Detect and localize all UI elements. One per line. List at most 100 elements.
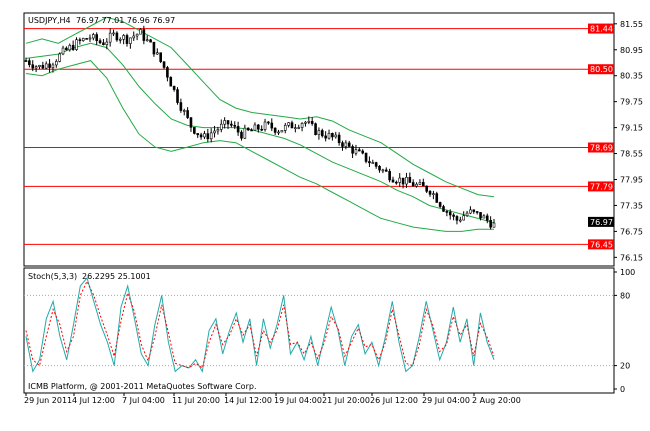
candle [75,37,78,51]
candle [267,121,270,125]
candle [331,132,334,141]
candle [354,144,358,156]
stoch-main-line [25,276,495,373]
candle [304,121,307,127]
candle [344,140,348,150]
candle [176,87,179,105]
candle [71,40,75,51]
candle [310,117,314,126]
candle [257,124,260,133]
stoch-values: 26.2295 25.1001 [82,272,151,281]
candle [327,129,331,140]
candle [85,37,88,40]
candle [425,185,428,194]
level-label-bg-1 [588,64,614,75]
candle [270,118,274,132]
level-label-3: 77.79 [590,182,613,191]
candle [334,131,338,139]
candle [297,124,301,130]
candle [156,48,159,55]
candle [395,180,398,185]
candle [112,29,115,37]
candle [260,125,263,132]
price-tick-label-1: 80.95 [620,46,643,55]
price-tick-label-9: 76.15 [620,253,643,262]
candle [169,76,173,87]
candle [172,85,176,92]
candle [479,212,482,221]
stochastic-panel[interactable] [23,267,615,394]
candle [105,38,109,50]
stoch-tick-label-2: 20 [620,362,630,371]
candle [108,28,112,47]
candle [411,179,415,187]
candle [472,209,476,214]
price-axis: 81.55 80.95 80.35 79.75 79.15 78.55 77.95 77.35… [614,20,643,262]
candle [469,206,472,215]
candle [196,133,200,138]
candle [28,58,31,68]
level-label-bg-0 [588,23,614,34]
candle [51,62,55,73]
candle [199,132,203,140]
candle [213,125,216,138]
time-tick-label-0: 29 Jun 2011 [24,396,72,405]
candle [337,132,341,146]
stoch-title: Stoch(5,3,3) [28,272,77,281]
candle [347,140,351,147]
price-tick-label-0: 81.55 [620,20,643,29]
candle [485,213,489,224]
candle [418,179,422,185]
candle [388,168,391,183]
candle [448,209,452,220]
current-price-label: 76.97 [590,218,613,227]
candle [317,127,321,140]
time-tick-label-9: 2 Aug 20:00 [472,396,521,405]
candle [314,122,317,136]
candle [401,177,405,189]
price-tick-label-5: 78.55 [620,150,643,159]
candle [31,60,35,72]
level-label-2: 78.69 [590,144,613,153]
candle [159,52,162,64]
candle [142,25,146,45]
candle [415,182,418,188]
candle [452,213,455,221]
level-label-bg-4 [588,239,614,250]
candle [277,129,280,136]
candle [300,122,304,132]
candle [358,147,361,152]
candle [398,173,402,188]
candle [378,165,381,173]
candle [233,121,237,129]
level-label-0: 81.44 [590,25,613,34]
candle [166,65,169,82]
ohlc-readout: 76.97 77.01 76.96 76.97 [76,16,175,25]
price-candles [24,25,496,230]
candle [290,120,294,129]
candle [206,128,210,143]
candle [351,144,354,159]
candle [421,178,425,187]
price-tick-label-6: 77.95 [620,176,643,185]
candle [361,149,364,155]
candle [209,128,213,143]
candle [384,167,388,172]
time-tick-label-4: 14 Jul 12:00 [224,396,272,405]
candle [263,118,267,132]
stoch-signal-line [25,280,495,369]
time-tick-label-6: 21 Jul 20:00 [322,396,370,405]
candle [58,52,61,63]
candle [135,33,139,41]
candle [320,128,324,138]
candle [226,120,230,130]
candle [55,59,58,68]
candle [391,176,395,183]
candle [445,209,449,217]
candle [438,201,442,209]
level-label-1: 80.50 [590,65,613,74]
candle [246,127,250,131]
candle [364,152,368,164]
candle [118,37,122,44]
stoch-tick-label-0: 100 [620,268,635,277]
